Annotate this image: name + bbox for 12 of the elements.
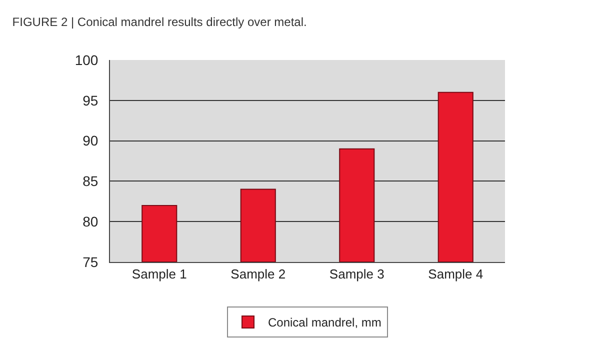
y-tick-label: 80: [82, 214, 98, 230]
x-tick-label: Sample 1: [132, 266, 187, 282]
y-tick-label: 85: [82, 173, 98, 190]
y-tick-label: 95: [82, 92, 98, 108]
chart-title: FIGURE 2 | Conical mandrel results directly over metal.: [12, 14, 307, 29]
x-tick-label: Sample 4: [428, 266, 484, 282]
y-tick-label: 100: [74, 52, 98, 68]
y-tick-label: 75: [82, 254, 98, 270]
x-tick-label: Sample 2: [230, 266, 286, 282]
x-tick-label: Sample 3: [329, 266, 384, 282]
legend-label: Conical mandrel, mm: [268, 316, 382, 330]
y-tick-label: 90: [82, 132, 98, 149]
